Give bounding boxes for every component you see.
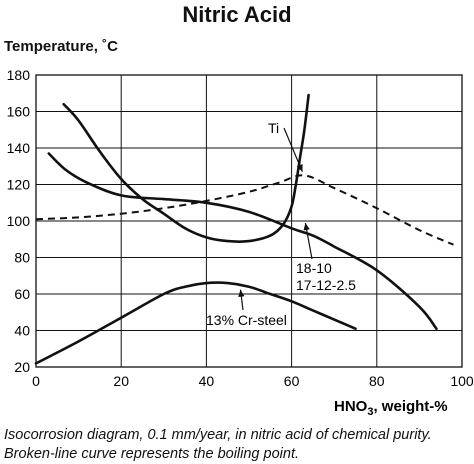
y-tick-label-100: 100 — [7, 213, 31, 229]
annotation-18-10-pointer-arrowhead — [303, 223, 310, 231]
y-tick-label-180: 180 — [7, 67, 31, 83]
annotation-13-cr-steel-pointer-arrowhead — [238, 289, 245, 298]
annotations: Ti 18-10 17-12-2.5 13% Cr-steel — [206, 120, 356, 328]
y-tick-label-140: 140 — [7, 140, 31, 156]
chart-title: Nitric Acid — [182, 2, 292, 27]
annotation-13-cr-steel: 13% Cr-steel — [206, 312, 287, 328]
x-tick-label-80: 80 — [369, 373, 385, 389]
y-tick-label-120: 120 — [7, 177, 31, 193]
annotation-ti: Ti — [268, 120, 279, 136]
x-tick-label-60: 60 — [284, 373, 300, 389]
y-axis-label: Temperature, ˚C — [4, 38, 118, 55]
x-tick-label-0: 0 — [32, 373, 40, 389]
x-tick-label-40: 40 — [199, 373, 215, 389]
x-axis-label-subscript: 3 — [367, 406, 373, 418]
x-axis-label: HNO3, weight-% — [334, 398, 448, 418]
series-line-1 — [47, 152, 438, 330]
series-line-2 — [34, 281, 357, 365]
y-tick-label-40: 40 — [14, 323, 30, 339]
figure-caption: Isocorrosion diagram, 0.1 mm/year, in ni… — [4, 427, 432, 462]
series-line-3 — [35, 174, 454, 246]
annotation-ti-pointer-arrowhead — [296, 164, 303, 172]
annotation-ti-pointer-line — [283, 127, 303, 172]
y-tick-label-80: 80 — [14, 250, 30, 266]
y-tick-label-60: 60 — [14, 286, 30, 302]
annotation-17-12-2-5: 17-12-2.5 — [296, 277, 356, 293]
x-tick-label-20: 20 — [113, 373, 129, 389]
series-lines — [34, 93, 454, 365]
annotation-18-10: 18-10 — [296, 260, 332, 276]
y-tick-label-20: 20 — [14, 359, 30, 375]
grid — [35, 74, 463, 368]
x-tick-label-100: 100 — [450, 373, 474, 389]
y-tick-label-160: 160 — [7, 104, 31, 120]
